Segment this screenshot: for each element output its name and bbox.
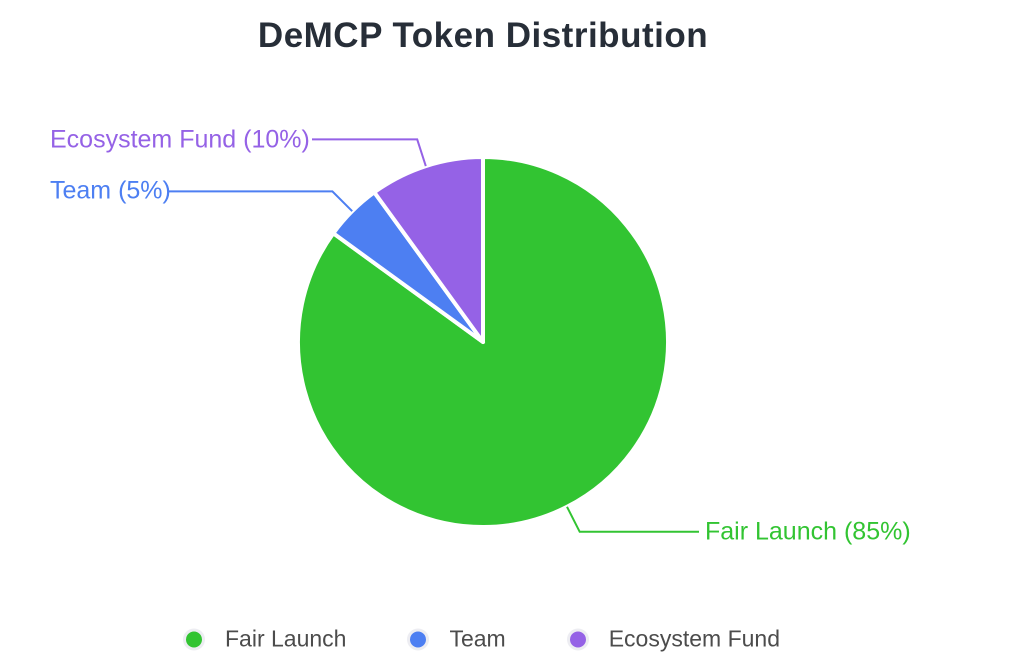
callout-label-fair-launch: Fair Launch (85%): [705, 517, 911, 546]
leader-line-team: [168, 190, 353, 212]
legend-item-team: Team: [410, 625, 506, 653]
legend-label-ecosystem-fund: Ecosystem Fund: [608, 625, 781, 652]
legend-label-fair-launch: Fair Launch: [224, 625, 347, 652]
legend-dot-fair-launch-icon: [185, 631, 202, 647]
legend-dot-team-icon: [410, 631, 427, 647]
legend: Fair Launch Team Ecosystem Fund: [185, 625, 781, 653]
leader-line-fair-launch: [566, 506, 699, 533]
callout-label-team: Team (5%): [50, 176, 171, 205]
callout-label-ecosystem-fund: Ecosystem Fund (10%): [50, 125, 310, 154]
legend-dot-ecosystem-fund-icon: [569, 631, 586, 647]
pie-slice-ecosystem-fund: [372, 155, 485, 344]
legend-item-fair-launch: Fair Launch: [185, 625, 347, 653]
leader-line-ecosystem-fund: [312, 138, 427, 167]
chart-title: DeMCP Token Distribution: [257, 16, 709, 55]
legend-label-team: Team: [449, 625, 506, 652]
legend-item-ecosystem-fund: Ecosystem Fund: [569, 625, 781, 653]
